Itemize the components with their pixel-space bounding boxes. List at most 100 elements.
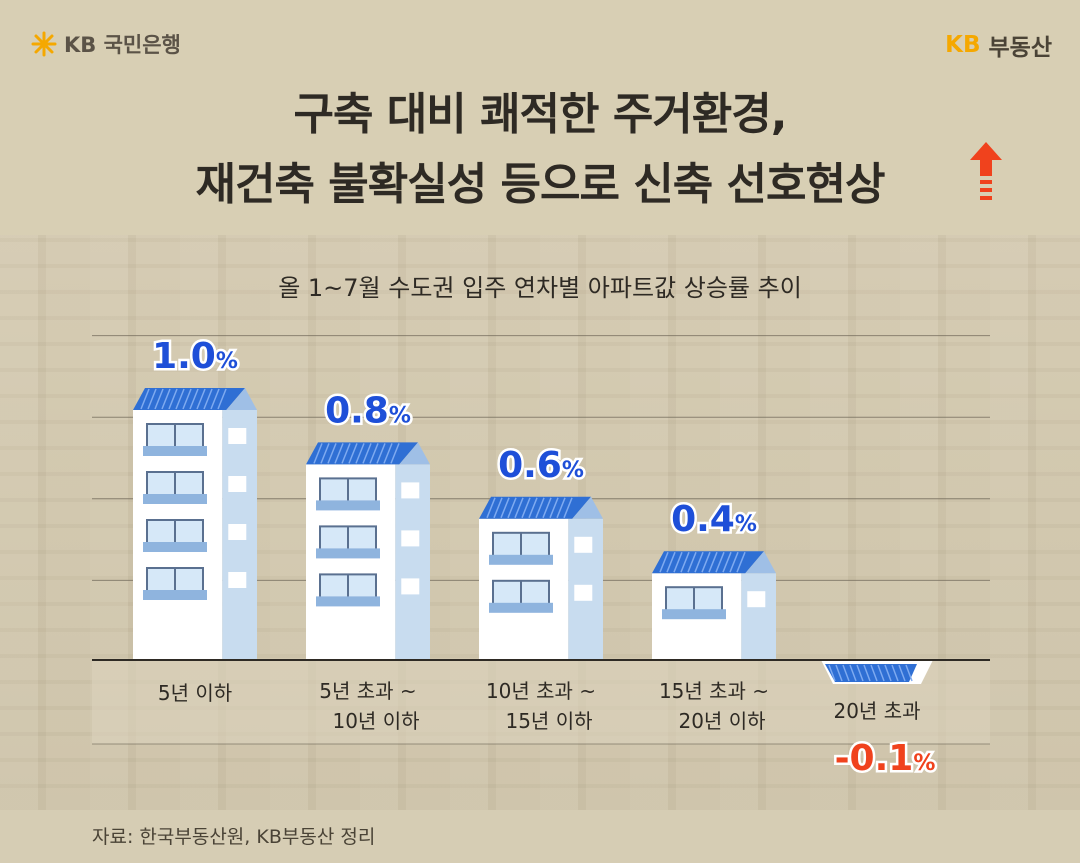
roof-stripe [210,388,220,410]
roof-stripe [355,443,365,464]
roof-stripe [154,388,164,410]
roof-stripe [708,551,718,573]
category-label: 15년 초과 ~20년 이하 [659,679,769,733]
roof-stripe [666,551,676,573]
roof-stripe [320,443,330,464]
side-window [228,572,247,588]
category-label: 20년 초과 [833,699,920,723]
up-arrow-icon [970,142,1002,200]
title-line-1: 구축 대비 쾌적한 주거환경, [293,89,788,140]
value-label: 0.4% [671,499,757,540]
roof-stripe [196,388,206,410]
bar-5: -0.1% 20년 초과 [821,660,938,782]
roof-stripe [507,497,517,519]
roof-stripe [856,664,864,682]
balcony [662,609,726,620]
roof-stripe [147,388,157,410]
roof-stripe [828,664,836,682]
roof-stripe [189,388,199,410]
footer-band [0,810,1080,863]
roof-stripe [327,443,337,464]
roof-stripe [175,388,185,410]
roof-stripe [542,497,552,519]
roof [306,442,418,465]
category-label: 5년 초과 ~10년 이하 [319,679,419,733]
title-line-2: 재건축 불확실성 등으로 신축 선호현상 [195,159,886,210]
roof-stripe [842,664,850,682]
roof-stripe [898,664,906,682]
balcony [316,596,380,607]
roof-stripe [369,443,379,464]
balcony [143,590,207,600]
roof-stripe [383,443,393,464]
roof-stripe [905,664,913,682]
roof-stripe [493,497,503,519]
roof-stripe [549,497,559,519]
side-window [228,428,247,444]
side-window [747,591,766,608]
roof-stripe [514,497,524,519]
side-window [574,584,593,601]
roof-stripe [203,388,213,410]
balcony [489,554,553,565]
bar-1: 1.0% 5년 이하 [133,334,257,705]
roof-side [745,551,776,574]
roof [479,496,591,519]
roof-stripe [390,443,400,464]
balcony [143,446,207,456]
kb-bank-name: KB 국민은행 [64,33,181,57]
side-window [401,530,420,547]
category-label: 5년 이하 [158,681,232,705]
source-note: 자료: 한국부동산원, KB부동산 정리 [92,826,376,848]
roof-stripe [528,497,538,519]
bar-2: 0.8% 5년 초과 ~10년 이하 [306,388,430,733]
side-window [228,524,247,540]
roof-stripe [722,551,732,573]
roof-stripe [659,551,669,573]
roof-stripe [348,443,358,464]
roof-stripe [891,664,899,682]
realestate-label: 부동산 [988,35,1052,61]
balcony [489,602,553,613]
side-window [401,578,420,595]
side-window [228,476,247,492]
value-label: -0.1% [835,738,936,779]
roof-stripe [673,551,683,573]
roof-stripe [687,551,697,573]
roof-stripe [835,664,843,682]
balcony [143,542,207,552]
roof-stripe [563,497,573,519]
roof-stripe [680,551,690,573]
roof-stripe [736,551,746,573]
roof-side [572,496,603,519]
roof-stripe [884,664,892,682]
balcony [316,548,380,559]
roof-stripe [161,388,171,410]
roof-stripe [313,443,323,464]
roof-stripe [500,497,510,519]
roof-stripe [556,497,566,519]
roof-stripe [715,551,725,573]
roof-stripe [863,664,871,682]
roof-stripe [376,443,386,464]
roof-stripe [521,497,531,519]
roof [652,551,764,574]
roof-stripe [217,388,227,410]
kb-bank-logo: KB 국민은행 [30,29,181,59]
kb-mark: KB [945,32,981,58]
balcony [316,500,380,511]
roof-stripe [729,551,739,573]
header-band [0,0,1080,235]
side-window [401,482,420,499]
roof-stripe [334,443,344,464]
bar-3: 0.6% 10년 초과 ~15년 이하 [479,442,603,733]
roof-side [399,442,430,465]
roof-stripe [362,443,372,464]
chart-title: 올 1~7월 수도권 입주 연차별 아파트값 상승률 추이 [278,274,802,302]
roof-stripe [535,497,545,519]
roof-stripe [701,551,711,573]
roof-stripe [870,664,878,682]
kb-realestate-logo: KB 부동산 [945,28,1052,62]
